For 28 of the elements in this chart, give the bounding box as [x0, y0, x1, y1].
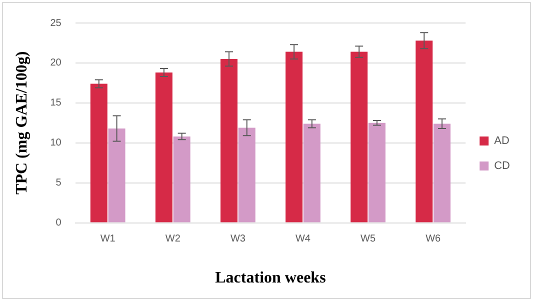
- x-tick-label: W5: [360, 234, 376, 245]
- y-axis-title: TPC (mg GAE/100g): [14, 51, 31, 194]
- bar: [303, 124, 320, 222]
- x-axis-title: Lactation weeks: [215, 270, 326, 287]
- y-tick-label: 10: [50, 138, 62, 149]
- x-tick-label: W3: [230, 234, 246, 245]
- bar: [368, 122, 386, 222]
- y-tick-label: 20: [50, 58, 62, 69]
- legend-label: CD: [494, 160, 510, 172]
- bar: [286, 52, 303, 222]
- x-tick-label: W2: [165, 234, 181, 245]
- bar: [155, 72, 172, 222]
- y-tick-label: 15: [50, 98, 62, 109]
- legend-label: AD: [494, 135, 510, 148]
- bar: [434, 124, 451, 222]
- bar: [238, 128, 256, 222]
- y-tick-label: 25: [50, 18, 62, 29]
- bar: [108, 128, 126, 222]
- x-tick-label: W1: [100, 234, 116, 245]
- bar: [416, 40, 433, 222]
- x-tick-label: W6: [426, 234, 442, 245]
- bar: [350, 52, 368, 222]
- bar: [220, 58, 238, 222]
- y-tick-label: 0: [56, 218, 62, 229]
- bar: [90, 84, 108, 222]
- bar: [173, 136, 190, 222]
- y-tick-label: 5: [56, 178, 62, 189]
- x-tick-label: W4: [295, 234, 311, 245]
